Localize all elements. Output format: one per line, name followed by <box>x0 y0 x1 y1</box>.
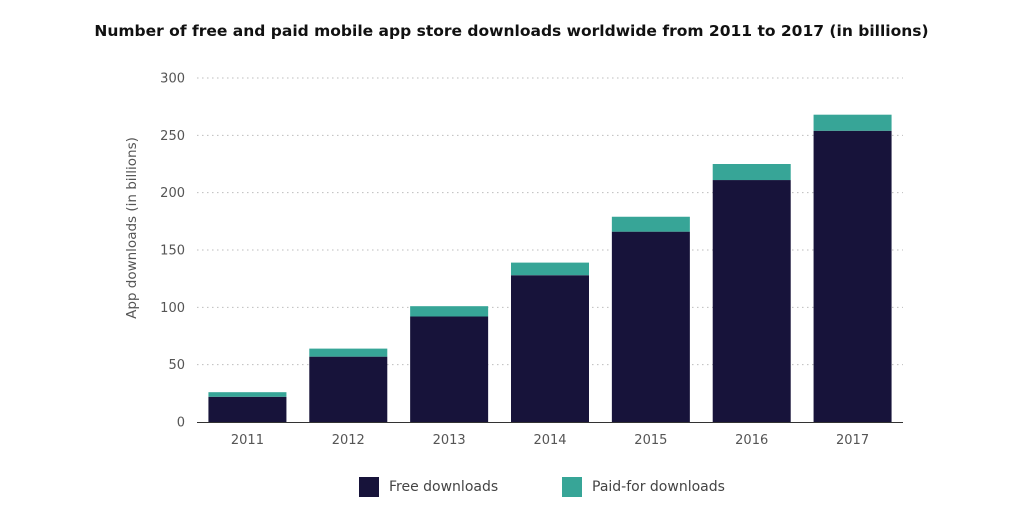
x-tick-label: 2016 <box>735 433 768 448</box>
x-tick-label: 2014 <box>533 433 566 448</box>
legend-item-paid: Paid-for downloads <box>562 477 725 497</box>
legend-swatch-free <box>359 477 379 497</box>
y-tick-label: 200 <box>160 186 185 201</box>
x-tick-label: 2017 <box>836 433 869 448</box>
bar-paid-2017 <box>813 114 892 131</box>
x-tick-label: 2011 <box>231 433 264 448</box>
bar-free-2015 <box>611 231 690 422</box>
bar-free-2012 <box>309 356 388 422</box>
x-tick-label: 2013 <box>433 433 466 448</box>
legend-swatch-paid <box>562 477 582 497</box>
y-axis-title: App downloads (in billions) <box>124 137 140 319</box>
legend: Free downloads Paid-for downloads <box>0 477 1023 499</box>
legend-label-free: Free downloads <box>389 479 499 495</box>
x-tick-label: 2012 <box>332 433 365 448</box>
bar-free-2014 <box>511 275 589 422</box>
chart-title: Number of free and paid mobile app store… <box>94 22 929 40</box>
bars <box>208 114 892 422</box>
bar-paid-2014 <box>511 262 589 276</box>
y-tick-label: 50 <box>168 358 185 373</box>
y-tick-label: 150 <box>160 244 185 259</box>
bar-paid-2016 <box>712 164 791 181</box>
bar-paid-2015 <box>611 216 690 232</box>
axes: 0 50 100 150 200 250 300 2011 2012 2013 2014 2015 20… <box>160 72 903 448</box>
y-tick-label: 100 <box>160 301 185 316</box>
bar-paid-2012 <box>309 348 388 357</box>
bar-free-2011 <box>208 396 287 422</box>
y-tick-label: 300 <box>160 72 185 87</box>
bar-free-2013 <box>410 316 489 422</box>
bar-free-2016 <box>712 180 791 422</box>
legend-label-paid: Paid-for downloads <box>592 479 725 495</box>
bar-paid-2011 <box>208 392 287 397</box>
legend-item-free: Free downloads <box>359 477 498 497</box>
bar-paid-2013 <box>410 306 489 317</box>
bar-free-2017 <box>813 130 892 422</box>
x-tick-label: 2015 <box>634 433 667 448</box>
y-tick-label: 0 <box>177 416 185 431</box>
y-tick-label: 250 <box>160 129 185 144</box>
